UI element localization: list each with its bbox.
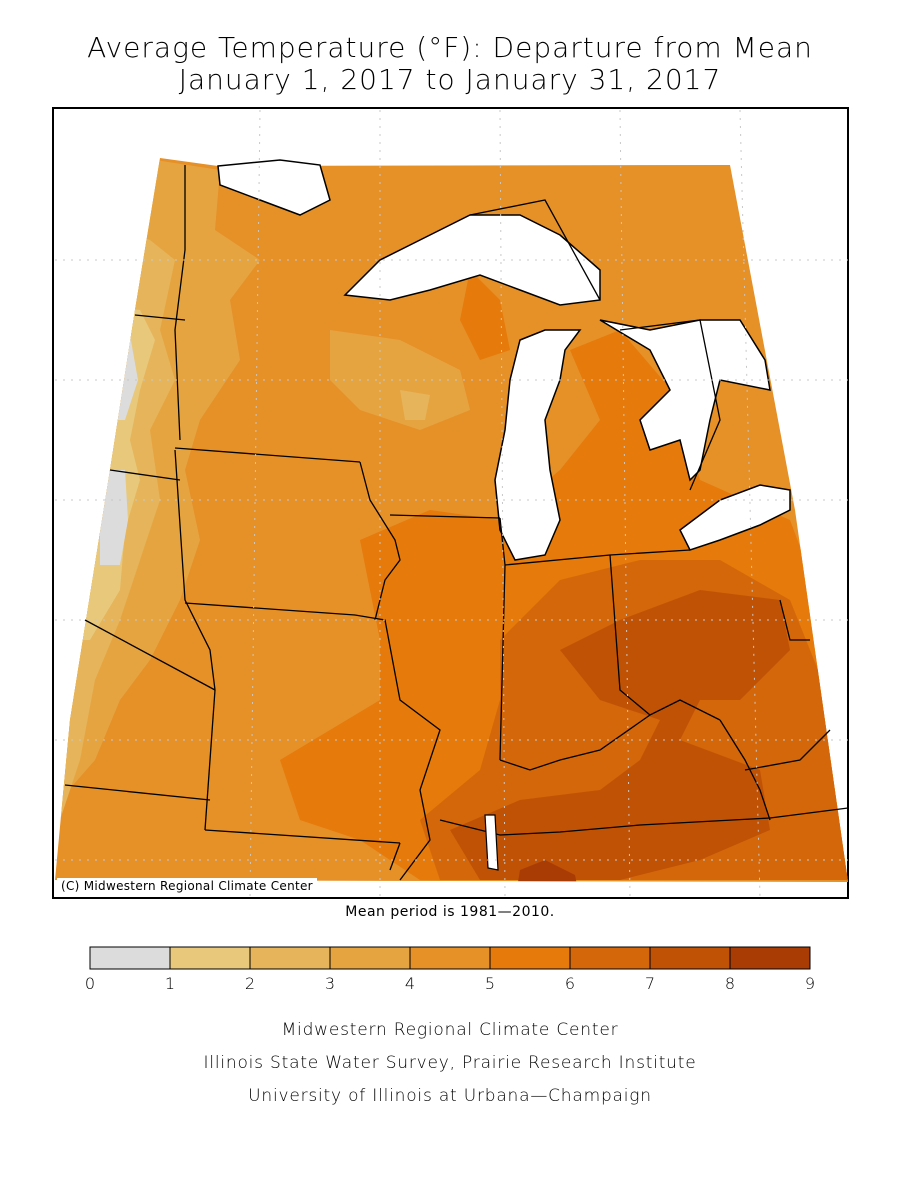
footer-line2: Illinois State Water Survey, Prairie Res… [203,1053,697,1073]
border-in-ky [499,714,651,771]
lake-of-the-woods-region [217,159,331,216]
legend-bin-8 [729,946,811,970]
legend-tick-label: 5 [485,974,495,993]
legend-bin-3 [329,946,411,970]
border-nd-mn [174,165,186,441]
legend-tick-label: 4 [405,974,415,993]
border-wv-va [744,729,831,771]
border-mn-ia [184,602,356,616]
lat-lon-grid [55,109,848,899]
border-oh-pa [779,599,810,641]
legend-bin-4 [409,946,491,970]
mean-period-note: Mean period is 1981—2010. [345,904,555,920]
footer-line1: Midwestern Regional Climate Center [281,1020,619,1040]
legend-tick-label: 0 [85,974,95,993]
color-legend: 0 1 2 3 4 5 6 7 8 9 [85,946,815,993]
legend-tick-label: 9 [805,974,815,993]
border-ky-wv [719,719,771,821]
zone-0-1-south [100,470,128,565]
legend-bin-0 [89,946,171,970]
zone-5-6-upper-peninsula [460,270,510,360]
legend-bin-2 [249,946,331,970]
border-nd-sd [109,469,181,481]
lake-huron [599,319,771,482]
border-sd-ne [84,619,216,691]
zone-8-9 [515,860,580,882]
legend-bin-7 [649,946,731,970]
zone-2-3-patch [400,390,430,420]
copyright-label: (C) Midwestern Regional Climate Center [57,878,317,894]
border-sd-mn [174,447,361,463]
legend-bin-1 [169,946,251,970]
border-ks-ok [204,829,401,844]
border-mi-canada-north [469,199,601,301]
river-segment [484,814,499,871]
border-mt-nd [134,314,186,321]
legend-tick-label: 1 [165,974,175,993]
border-sd-ia [174,449,216,691]
border-mn-wi [359,461,401,621]
border-mi-canada-east [619,319,721,491]
lake-erie [679,484,791,551]
border-mo-ar [389,842,401,871]
legend-tick-label: 7 [645,974,655,993]
border-ne-ks [204,689,216,831]
legend-tick-label: 2 [245,974,255,993]
legend-tick-label: 6 [565,974,575,993]
border-ne-co [64,784,211,801]
legend-tick-label: 3 [325,974,335,993]
great-lakes [217,159,791,561]
footer-line3: University of Illinois at Urbana—Champai… [248,1086,652,1106]
chart-title-line1: Average Temperature (°F): Departure from… [87,31,813,64]
chart-title-line2: January 1, 2017 to January 31, 2017 [178,63,722,96]
legend-tick-label: 8 [725,974,735,993]
zone-7-8 [450,590,790,880]
legend-bin-6 [569,946,651,970]
border-wi-il [389,514,501,519]
state-boundaries [64,165,849,881]
legend-bin-5 [489,946,571,970]
